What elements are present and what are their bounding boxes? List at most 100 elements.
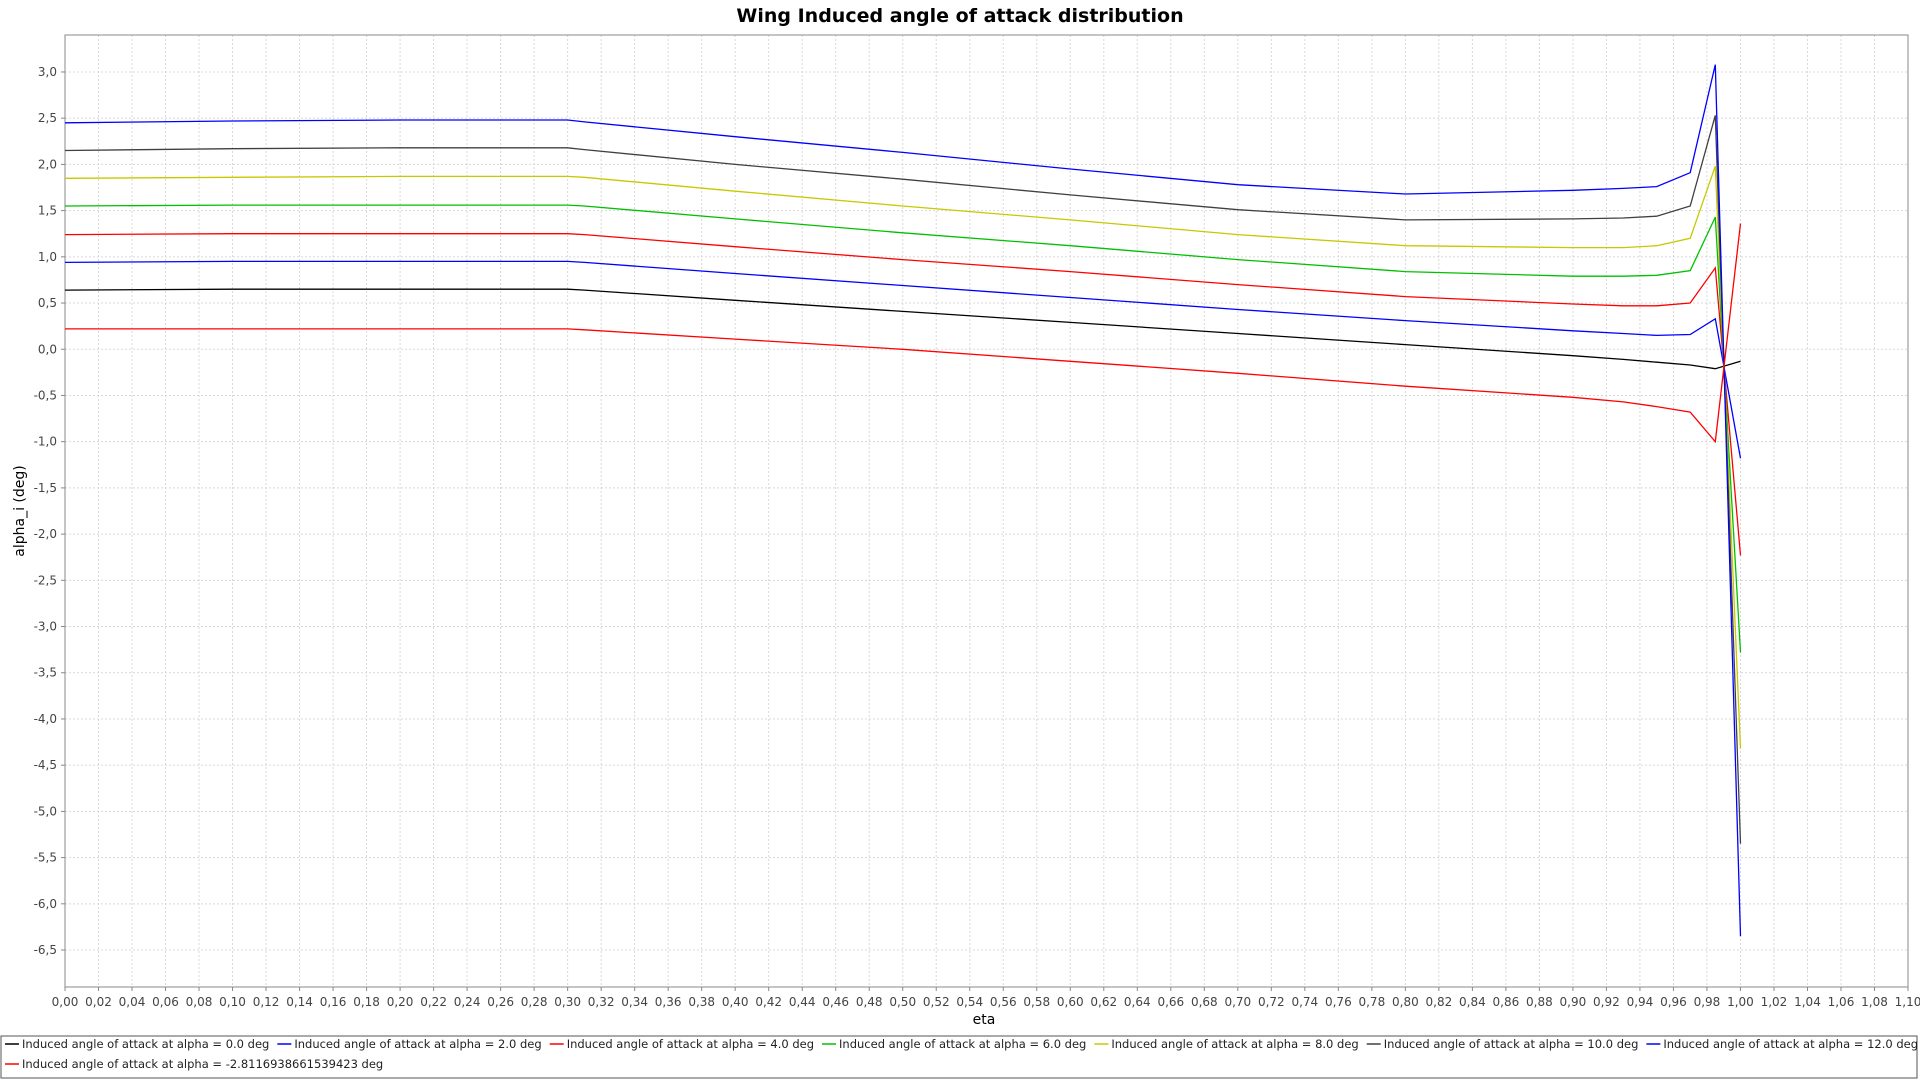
legend-label-3: Induced angle of attack at alpha = 6.0 d…	[839, 1037, 1086, 1051]
x-tick-label: 0,08	[186, 995, 213, 1009]
y-tick-label: -3,5	[34, 666, 57, 680]
y-tick-label: 1,5	[38, 204, 57, 218]
x-tick-label: 0,36	[655, 995, 682, 1009]
x-tick-label: 0,76	[1325, 995, 1352, 1009]
x-tick-label: 0,56	[990, 995, 1017, 1009]
legend-box	[0, 1035, 1918, 1079]
x-tick-label: 0,74	[1291, 995, 1318, 1009]
x-tick-label: 0,28	[521, 995, 548, 1009]
legend-label-4: Induced angle of attack at alpha = 8.0 d…	[1111, 1037, 1358, 1051]
x-tick-label: 0,50	[889, 995, 916, 1009]
legend-label-2: Induced angle of attack at alpha = 4.0 d…	[567, 1037, 814, 1051]
series-line-5	[64, 115, 1742, 844]
x-axis: 0,00 0,02 0,04 0,06 0,08 0,10 0,12 0,14 0,16 0,18…	[52, 987, 1920, 1009]
x-tick-label: 1,02	[1761, 995, 1788, 1009]
x-tick-label: 0,78	[1358, 995, 1385, 1009]
y-tick-label: -2,0	[34, 527, 57, 541]
x-tick-label: 0,80	[1392, 995, 1419, 1009]
y-tick-label: -1,0	[34, 435, 57, 449]
x-tick-label: 0,30	[554, 995, 581, 1009]
x-tick-label: 0,44	[789, 995, 816, 1009]
x-tick-label: 0,88	[1526, 995, 1553, 1009]
x-tick-label: 0,20	[387, 995, 414, 1009]
x-tick-label: 0,62	[1090, 995, 1117, 1009]
series-line-7	[65, 223, 1742, 444]
x-tick-label: 0,04	[119, 995, 146, 1009]
x-tick-label: 0,52	[923, 995, 950, 1009]
y-tick-label: 3,0	[38, 65, 57, 79]
y-tick-label: -3,0	[34, 620, 57, 634]
x-tick-label: 0,18	[353, 995, 380, 1009]
x-tick-label: 0,42	[755, 995, 782, 1009]
y-tick-label: -6,5	[34, 943, 57, 957]
y-tick-label: 1,0	[38, 250, 57, 264]
y-tick-label: -6,0	[34, 897, 57, 911]
y-tick-label: 0,5	[38, 296, 57, 310]
x-tick-label: 0,94	[1627, 995, 1654, 1009]
x-tick-label: 0,06	[152, 995, 179, 1009]
x-tick-label: 0,02	[85, 995, 112, 1009]
y-axis-label: alpha_i (deg)	[12, 465, 28, 556]
x-tick-label: 0,68	[1191, 995, 1218, 1009]
x-axis-label: eta	[973, 1012, 996, 1028]
x-tick-label: 0,64	[1124, 995, 1151, 1009]
series-line-1	[64, 260, 1742, 459]
x-tick-label: 1,00	[1727, 995, 1754, 1009]
y-tick-label: -5,5	[34, 851, 57, 865]
x-tick-label: 0,98	[1694, 995, 1721, 1009]
x-tick-label: 0,12	[253, 995, 280, 1009]
legend: Induced angle of attack at alpha = 0.0 d…	[5, 1037, 1918, 1071]
y-tick-label: 0,0	[38, 342, 57, 356]
x-tick-label: 0,40	[722, 995, 749, 1009]
series-line-6	[64, 64, 1742, 937]
series-line-2	[64, 233, 1742, 556]
x-tick-label: 0,60	[1057, 995, 1084, 1009]
x-tick-label: 0,82	[1426, 995, 1453, 1009]
y-tick-label: -4,0	[34, 712, 57, 726]
series-line-0	[64, 288, 1741, 370]
series-line-3	[64, 204, 1742, 653]
y-tick-label: 2,0	[38, 157, 57, 171]
legend-label-1: Induced angle of attack at alpha = 2.0 d…	[294, 1037, 541, 1051]
y-tick-label: -1,5	[34, 481, 57, 495]
y-tick-label: -0,5	[34, 388, 57, 402]
x-tick-label: 1,08	[1861, 995, 1888, 1009]
series-lines	[64, 64, 1742, 937]
plot-area	[64, 34, 1909, 988]
x-tick-label: 0,14	[286, 995, 313, 1009]
x-tick-label: 0,16	[320, 995, 347, 1009]
x-tick-label: 0,38	[688, 995, 715, 1009]
x-tick-label: 0,70	[1224, 995, 1251, 1009]
x-tick-label: 0,26	[487, 995, 514, 1009]
series-line-4	[64, 165, 1742, 749]
x-tick-label: 1,04	[1794, 995, 1821, 1009]
x-tick-label: 0,24	[454, 995, 481, 1009]
x-tick-label: 0,00	[52, 995, 79, 1009]
x-tick-label: 0,66	[1157, 995, 1184, 1009]
x-tick-label: 0,84	[1459, 995, 1486, 1009]
y-tick-label: -2,5	[34, 573, 57, 587]
x-tick-label: 1,10	[1895, 995, 1920, 1009]
x-tick-label: 0,34	[621, 995, 648, 1009]
x-tick-label: 0,72	[1258, 995, 1285, 1009]
x-tick-label: 0,86	[1493, 995, 1520, 1009]
x-tick-label: 1,06	[1828, 995, 1855, 1009]
x-tick-label: 0,58	[1023, 995, 1050, 1009]
x-tick-label: 0,90	[1560, 995, 1587, 1009]
x-tick-label: 0,46	[822, 995, 849, 1009]
y-tick-label: -4,5	[34, 758, 57, 772]
x-tick-label: 0,48	[856, 995, 883, 1009]
legend-label-6: Induced angle of attack at alpha = 12.0 …	[1663, 1037, 1918, 1051]
legend-label-5: Induced angle of attack at alpha = 10.0 …	[1384, 1037, 1639, 1051]
x-tick-label: 0,92	[1593, 995, 1620, 1009]
legend-label-7: Induced angle of attack at alpha = -2.81…	[22, 1057, 383, 1071]
y-tick-label: -5,0	[34, 804, 57, 818]
x-tick-label: 0,32	[588, 995, 615, 1009]
legend-label-0: Induced angle of attack at alpha = 0.0 d…	[22, 1037, 269, 1051]
y-tick-label: 2,5	[38, 111, 57, 125]
x-tick-label: 0,10	[219, 995, 246, 1009]
chart-title: Wing Induced angle of attack distributio…	[736, 5, 1183, 27]
x-tick-label: 0,22	[420, 995, 447, 1009]
